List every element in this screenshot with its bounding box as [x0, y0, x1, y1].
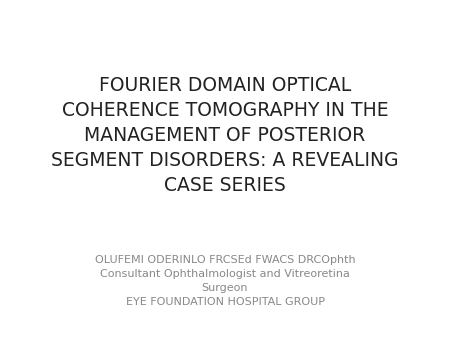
Text: FOURIER DOMAIN OPTICAL
COHERENCE TOMOGRAPHY IN THE
MANAGEMENT OF POSTERIOR
SEGME: FOURIER DOMAIN OPTICAL COHERENCE TOMOGRA… [51, 76, 399, 195]
Text: OLUFEMI ODERINLO FRCSEd FWACS DRCOphth
Consultant Ophthalmologist and Vitreoreti: OLUFEMI ODERINLO FRCSEd FWACS DRCOphth C… [94, 255, 356, 307]
